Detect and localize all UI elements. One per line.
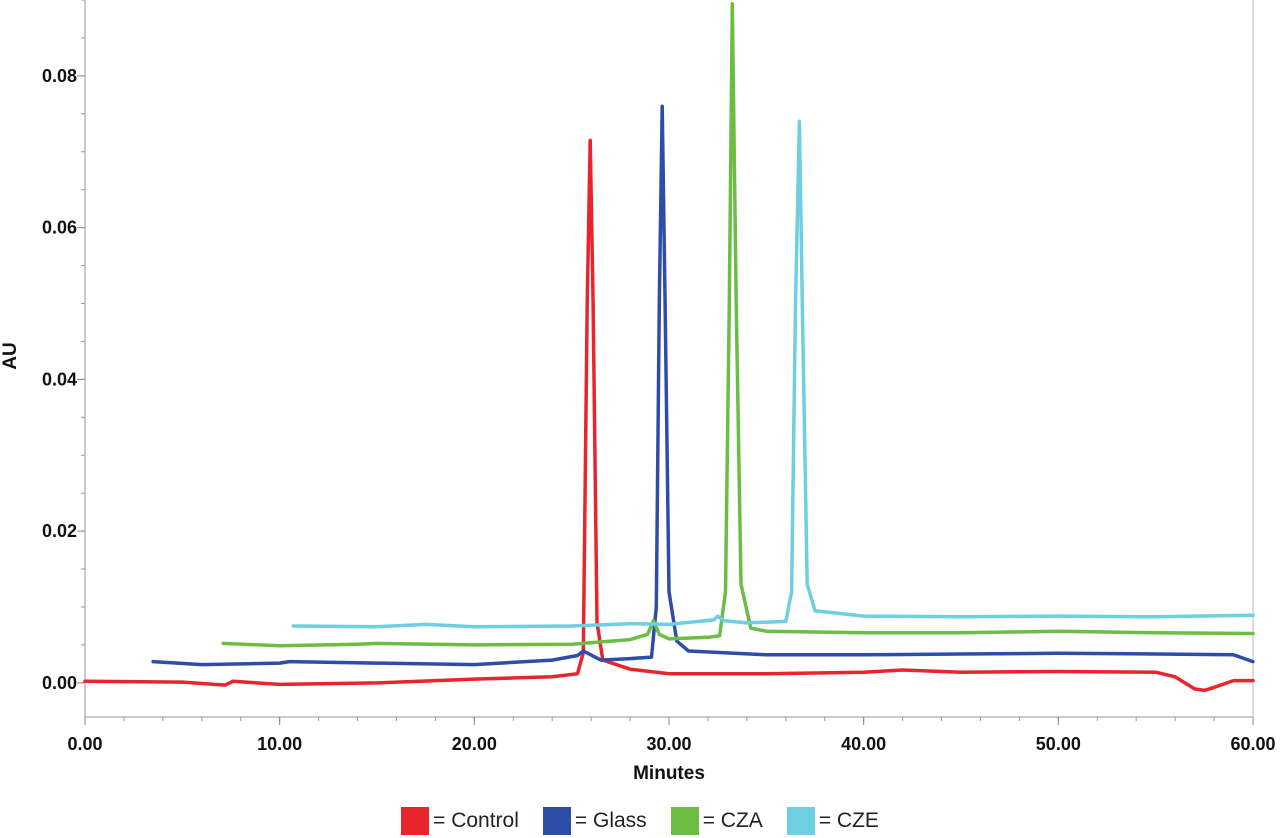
y-axis-title: AU	[0, 342, 21, 369]
legend-label-glass: = Glass	[574, 809, 647, 832]
y-tick-label: 0.00	[42, 673, 77, 693]
axes: 0.00 10.00 20.00 30.00 40.00 50.00 60.00 0.00 0.…	[42, 0, 1276, 754]
series-line-cze	[291, 119, 1255, 629]
legend: = Control = Glass = CZA = CZE	[0, 804, 1280, 838]
series-line-control	[83, 138, 1255, 693]
legend-swatch-glass	[542, 807, 571, 835]
series-line-cza	[221, 2, 1255, 648]
x-tick-label: 50.00	[1036, 734, 1081, 754]
legend-item-glass: = Glass	[542, 807, 647, 835]
y-tick-label: 0.04	[42, 369, 77, 389]
x-tick-label: 40.00	[841, 734, 886, 754]
x-tick-label: 0.00	[67, 734, 102, 754]
y-tick-label: 0.06	[42, 218, 77, 238]
x-tick-label: 60.00	[1230, 734, 1275, 754]
legend-label-control: = Control	[433, 809, 519, 832]
legend-swatch-cza	[670, 807, 699, 835]
legend-swatch-cze	[786, 807, 815, 835]
legend-item-control: = Control	[401, 807, 519, 835]
x-tick-label: 20.00	[452, 734, 497, 754]
x-axis-title: Minutes	[633, 763, 705, 784]
legend-label-cza: = CZA	[702, 809, 763, 832]
y-tick-label: 0.02	[42, 521, 77, 541]
series-lines	[83, 2, 1255, 693]
legend-item-cze: = CZE	[786, 807, 879, 835]
chromatogram-chart: 0.00 10.00 20.00 30.00 40.00 50.00 60.00 0.00 0.…	[0, 0, 1276, 784]
series-line-glass	[151, 104, 1255, 667]
y-tick-label: 0.08	[42, 66, 77, 86]
legend-item-cza: = CZA	[670, 807, 763, 835]
legend-swatch-control	[401, 807, 430, 835]
x-tick-label: 30.00	[646, 734, 691, 754]
x-tick-label: 10.00	[257, 734, 302, 754]
legend-label-cze: = CZE	[818, 809, 879, 832]
